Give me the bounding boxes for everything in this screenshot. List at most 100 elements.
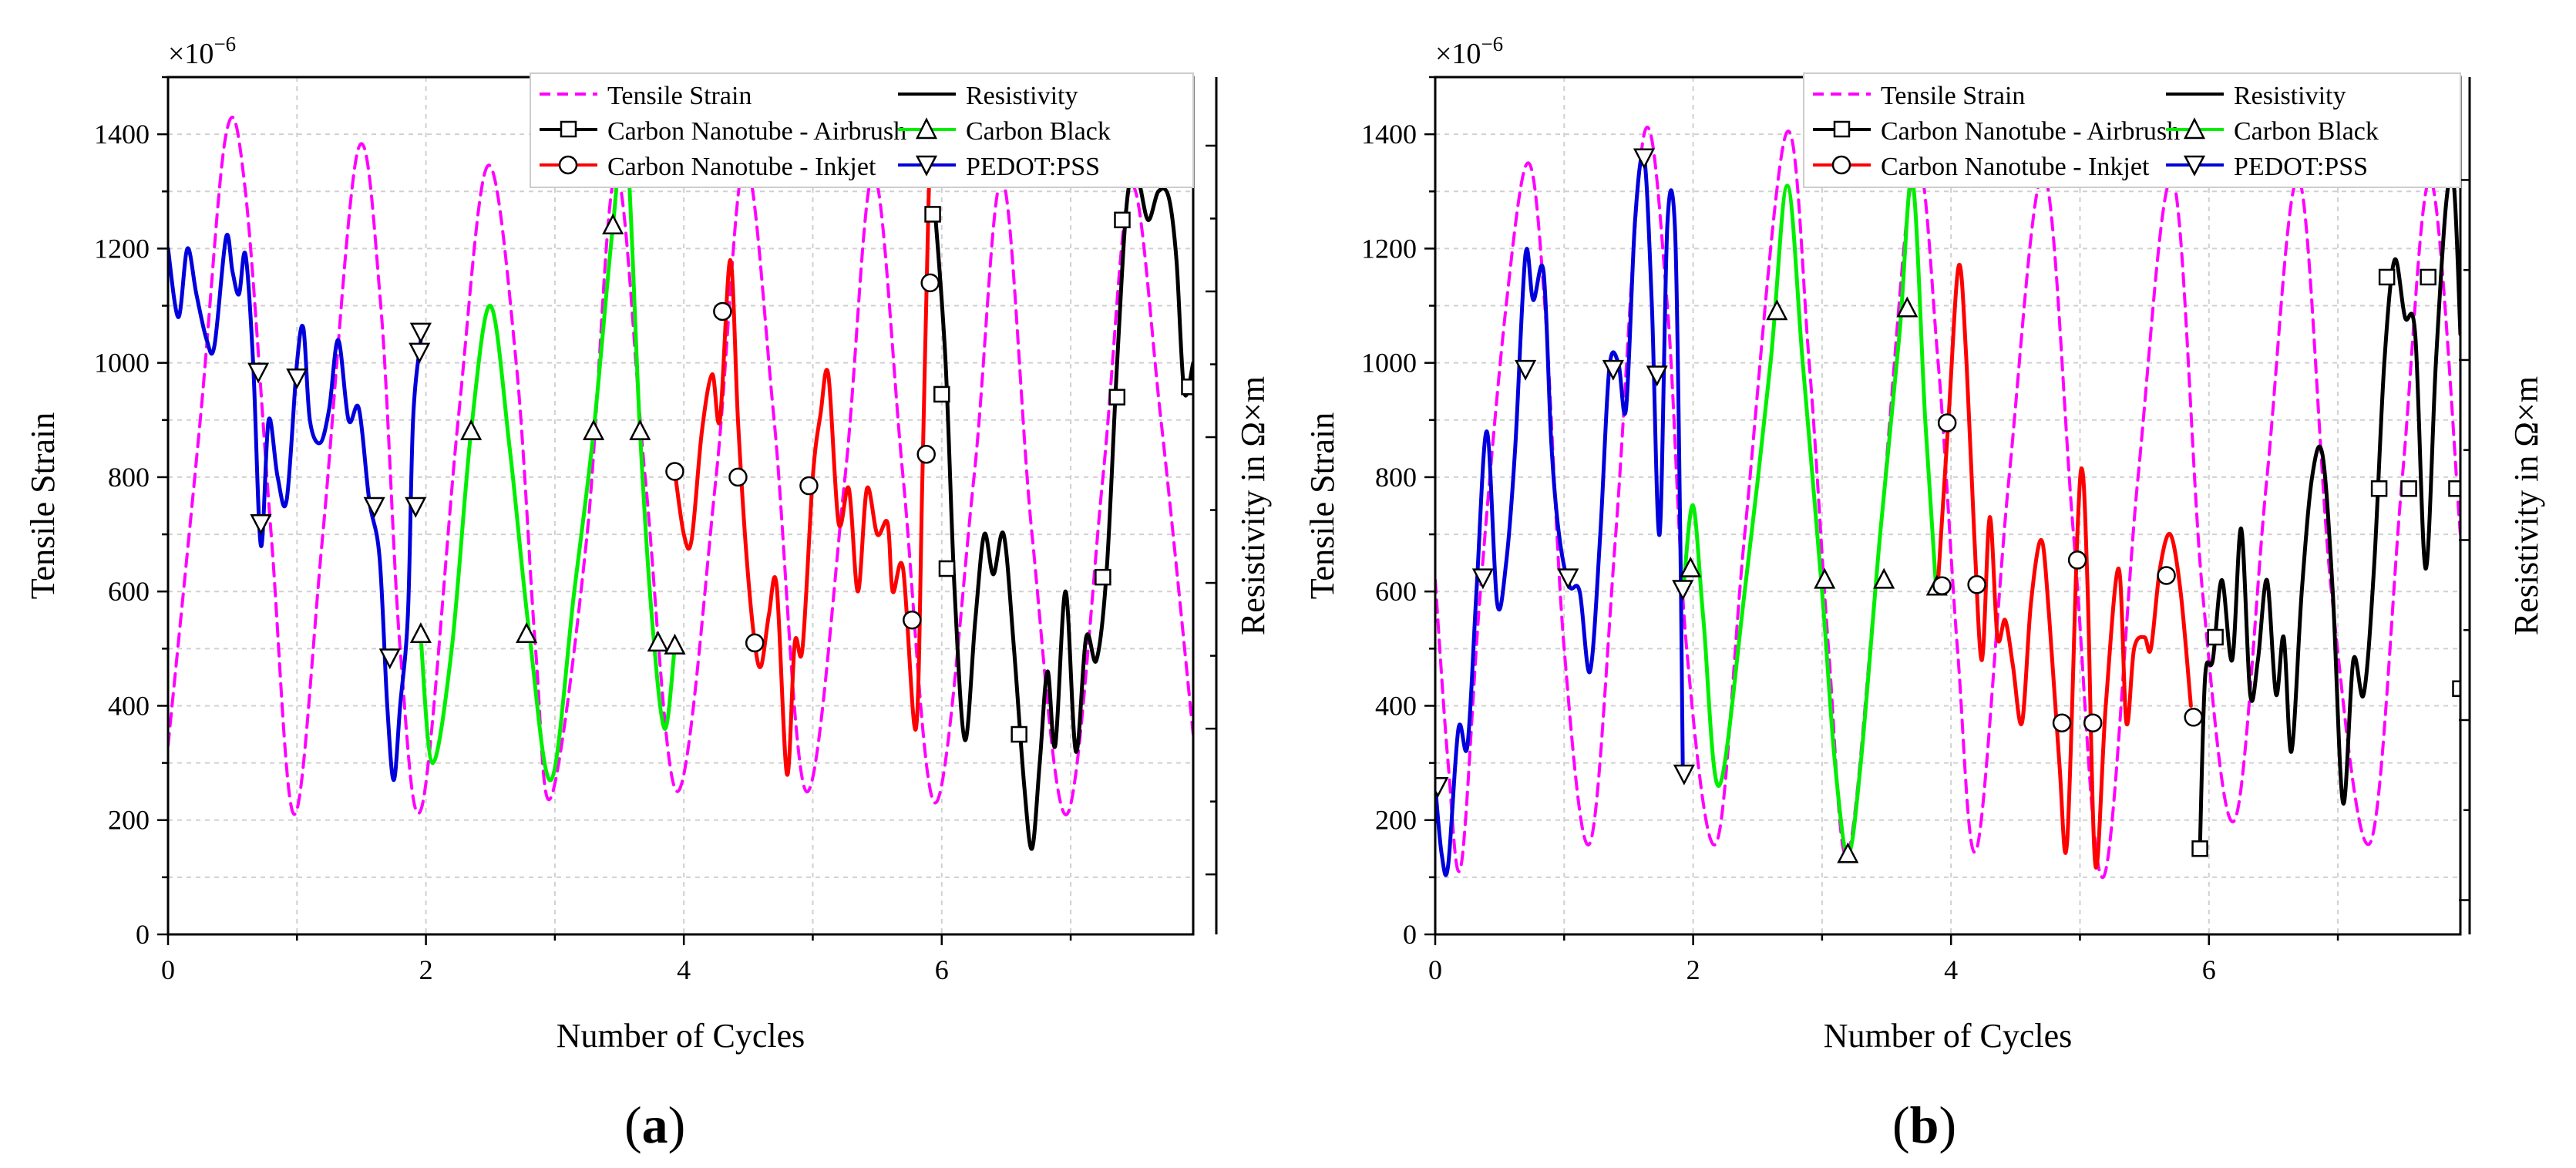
marker-cnt_inkjet — [903, 611, 922, 630]
legend-tensile: Tensile Strain — [1881, 82, 2025, 110]
marker-cnt_airbrush — [2207, 628, 2224, 646]
marker-cnt_inkjet — [665, 462, 684, 481]
y-tick-label: 200 — [1375, 805, 1417, 836]
series-tensile — [168, 116, 1193, 816]
y2-axis-label-b: Resistivity in Ω×m — [2507, 376, 2545, 635]
y-tick-label: 200 — [108, 805, 150, 836]
marker-carbon_black — [1896, 296, 1919, 318]
marker-carbon_black — [460, 419, 483, 440]
marker-carbon_black — [647, 631, 669, 652]
marker-carbon_black — [1680, 556, 1702, 577]
marker-cnt_inkjet — [920, 273, 940, 293]
marker-cnt_airbrush — [2448, 480, 2460, 497]
y-tick-label: 600 — [1375, 576, 1417, 607]
legend-pedot: PEDOT:PSS — [2234, 153, 2368, 181]
marker-cnt_inkjet — [2157, 566, 2176, 585]
legend-pedot: PEDOT:PSS — [966, 153, 1100, 181]
legend-resistivity: Resistivity — [966, 82, 1078, 110]
marker-pedot — [378, 648, 401, 670]
marker-cnt_inkjet — [916, 445, 936, 464]
marker-carbon_black — [1766, 299, 1788, 321]
y2-axis-a — [1206, 77, 1218, 934]
marker-cnt_airbrush — [2400, 480, 2417, 497]
marker-carbon_black — [664, 633, 686, 655]
marker-cnt_inkjet — [2067, 550, 2087, 570]
x-tick-label: 6 — [935, 954, 949, 985]
marker-pedot — [1602, 359, 1624, 381]
marker-carbon_black — [602, 214, 624, 234]
marker-carbon_black — [516, 622, 538, 644]
legend-cnt-inkjet: Carbon Nanotube - Inkjet — [607, 153, 876, 181]
y-tick-label: 800 — [108, 462, 150, 493]
marker-carbon_black — [629, 419, 651, 440]
x-axis-b: 0 2 4 6 — [1428, 934, 2339, 985]
series-carbon_black — [419, 123, 677, 783]
x-axis-label-b: Number of Cycles — [1824, 1017, 2073, 1055]
series-carbon_black — [1682, 177, 1938, 857]
y-tick-label: 400 — [1375, 690, 1417, 721]
triangle-down-marker-icon — [2183, 155, 2206, 177]
y-axis-label-a: Tensile Strain — [24, 412, 62, 600]
marker-cnt_inkjet — [1967, 575, 1986, 594]
marker-pedot — [1515, 359, 1537, 381]
marker-cnt_airbrush — [938, 560, 956, 577]
x-tick-label: 4 — [677, 954, 691, 985]
y-tick-label: 1200 — [1361, 233, 1417, 264]
marker-cnt_airbrush — [1114, 211, 1131, 229]
marker-cnt_airbrush — [2370, 480, 2388, 497]
marker-cnt_airbrush — [924, 206, 941, 223]
marker-cnt_inkjet — [1932, 576, 1952, 596]
legend-cnt-airbrush: Carbon Nanotube - Airbrush — [607, 117, 906, 146]
chart-panel-b: 0 2 4 6 0 200 400 600 800 1000 1200 1400 ×10−6 Num… — [1303, 32, 2545, 1055]
x-axis-a: 0 2 4 6 — [161, 934, 1072, 985]
marker-cnt_airbrush — [1095, 568, 1111, 586]
marker-cnt_inkjet — [2052, 713, 2072, 732]
markers-a — [247, 206, 1193, 743]
marker-cnt_inkjet — [799, 476, 819, 496]
y-axis-a: 0 200 400 600 800 1000 1200 1400 — [94, 76, 168, 950]
marker-pedot — [1557, 568, 1579, 590]
y-tick-label: 600 — [108, 576, 150, 607]
square-marker-icon — [1833, 120, 1851, 138]
y-tick-label: 1400 — [1361, 119, 1417, 150]
y-exponent-a: ×10−6 — [168, 32, 236, 70]
marker-cnt_airbrush — [933, 385, 950, 403]
marker-cnt_airbrush — [2191, 840, 2208, 857]
y-tick-label: 1400 — [94, 119, 150, 150]
legend-tensile: Tensile Strain — [607, 82, 752, 110]
y2-axis-label-a: Resistivity in Ω×m — [1234, 376, 1272, 635]
triangle-up-marker-icon — [2183, 117, 2206, 140]
marker-carbon_black — [409, 622, 432, 644]
legend-b: Tensile Strain Resistivity Carbon Nanotu… — [1803, 72, 2461, 188]
marker-pedot — [363, 496, 385, 518]
marker-cnt_airbrush — [1011, 725, 1027, 743]
marker-cnt_inkjet — [728, 467, 748, 487]
legend-resistivity: Resistivity — [2234, 82, 2346, 110]
marker-pedot — [1672, 580, 1694, 601]
marker-carbon_black — [583, 419, 605, 440]
marker-cnt_airbrush — [1108, 389, 1126, 406]
marker-pedot — [1646, 365, 1668, 387]
x-tick-label: 6 — [2202, 954, 2216, 985]
square-marker-icon — [560, 120, 577, 138]
marker-pedot — [1673, 764, 1695, 786]
x-tick-label: 0 — [1428, 954, 1442, 985]
marker-cnt_inkjet — [745, 633, 765, 653]
series-cnt_airbrush — [2198, 171, 2460, 851]
marker-pedot — [1633, 148, 1656, 170]
y-exponent-b: ×10−6 — [1435, 32, 1503, 70]
marker-pedot — [405, 496, 427, 518]
marker-carbon_black — [1814, 567, 1836, 589]
marker-pedot — [409, 342, 431, 364]
x-tick-label: 0 — [161, 954, 175, 985]
x-tick-label: 4 — [1944, 954, 1958, 985]
grid-a — [168, 77, 1193, 934]
marker-pedot — [1435, 777, 1449, 798]
circle-marker-icon — [1831, 155, 1851, 175]
series-pedot — [168, 232, 423, 783]
x-tick-label: 2 — [1687, 954, 1700, 985]
marker-pedot — [247, 362, 270, 384]
curves-b — [1435, 126, 2460, 879]
marker-pedot — [409, 322, 432, 344]
